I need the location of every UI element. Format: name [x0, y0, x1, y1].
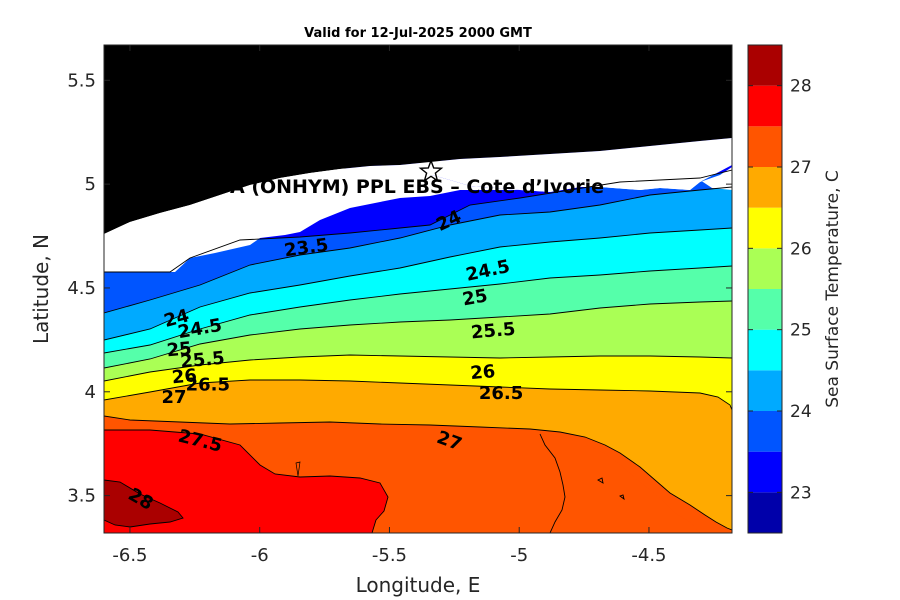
band-fill-27-27-5-east	[104, 416, 732, 533]
contour-line-28	[104, 479, 184, 528]
contour-line-24-5	[104, 227, 732, 341]
contour-lines	[104, 169, 732, 533]
coastal-gap	[104, 138, 732, 234]
colorbar-label: Sea Surface Temperature, C	[823, 170, 843, 408]
contour-label: 25.5	[180, 348, 226, 373]
x-axis: -6.5 -6 -5.5 -5 -4.5	[112, 45, 667, 566]
site-marker-star-icon	[418, 158, 444, 183]
contour-labels: 23.52424.52525.52626.52727.5282424.52525…	[124, 206, 523, 514]
colorbar-band	[748, 248, 782, 289]
colorbar-band	[748, 167, 782, 208]
colorbar-tick-label: 23	[790, 483, 812, 503]
colorbar-tick-label: 28	[790, 77, 812, 97]
band-fill-27-spot	[295, 461, 301, 477]
x-tick-label: -5.5	[372, 545, 407, 566]
y-tick-label: 5	[85, 174, 96, 195]
contour-label: 26	[469, 361, 496, 384]
colorbar-tick-label: 24	[790, 402, 812, 422]
contour-line-25-5	[104, 300, 732, 369]
contour-label: 25	[166, 338, 193, 361]
x-tick-label: -4.5	[631, 545, 666, 566]
contour-spot-27-b	[619, 494, 625, 501]
contour-spot-27	[597, 477, 604, 484]
land-mass	[104, 45, 732, 234]
contour-label: 26	[171, 365, 198, 388]
colorbar	[747, 44, 783, 534]
y-tick-label: 5.5	[67, 70, 96, 91]
colorbar-band	[748, 126, 782, 167]
y-axis: 3.5 4 4.5 5 5.5	[67, 70, 732, 507]
contour-line-27-east	[539, 433, 566, 533]
contour-line-26	[104, 354, 732, 382]
x-tick-label: -5	[510, 545, 528, 566]
colorbar-band	[748, 370, 782, 411]
colorbar-band	[748, 289, 782, 330]
colorbar-tick-label: 25	[790, 321, 812, 341]
contour-line-27	[104, 415, 732, 531]
site-label: A (ONHYM) PPL EBS – Cote d’Ivorie	[230, 176, 604, 198]
y-tick-label: 4	[85, 382, 96, 403]
colorbar-band	[748, 329, 782, 371]
contour-line-25	[104, 265, 732, 354]
y-tick-label: 4.5	[67, 278, 96, 299]
y-axis-label: Latitude, N	[29, 234, 53, 344]
contour-label: 25.5	[470, 319, 516, 344]
colorbar-band	[748, 411, 782, 452]
x-tick-label: -6	[251, 545, 269, 566]
colorbar-frame	[747, 44, 783, 534]
contour-label: 27	[162, 387, 187, 408]
colorbar-tick-label: 26	[790, 239, 812, 259]
plot-frame	[103, 44, 733, 534]
band-fill-28-28-5	[104, 480, 183, 527]
colorbar-band	[748, 45, 782, 86]
contour-label: 26.5	[479, 383, 523, 404]
contour-line-23-5	[104, 169, 732, 273]
x-tick-label: -6.5	[112, 545, 147, 566]
chart-title: Valid for 12-Jul-2025 2000 GMT	[304, 26, 532, 41]
contour-label: 25	[461, 285, 489, 310]
y-tick-label: 3.5	[67, 486, 96, 507]
colorbar-tick-label: 27	[790, 158, 812, 178]
x-axis-label: Longitude, E	[356, 573, 481, 597]
colorbar-axis: 23 24 25 26 27 28	[748, 77, 812, 503]
colorbar-band	[748, 85, 782, 127]
contour-line-26-5	[104, 379, 732, 411]
contour-line-27-5	[104, 429, 389, 533]
colorbar-band	[748, 492, 782, 533]
colorbar-band	[748, 207, 782, 249]
contour-line-24	[104, 186, 732, 314]
contour-label: 26.5	[186, 375, 230, 396]
colorbar-band	[748, 451, 782, 493]
plot-area	[104, 45, 732, 533]
band-fill-27-5-28	[104, 430, 388, 533]
